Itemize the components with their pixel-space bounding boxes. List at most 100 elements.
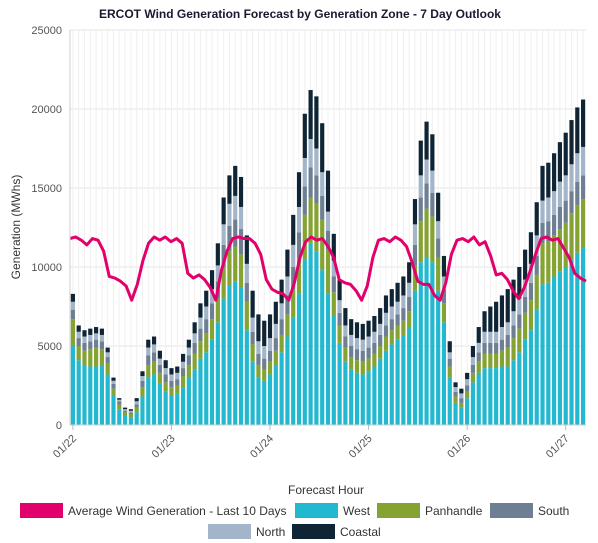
bar-segment-west <box>88 366 93 425</box>
bar-segment-coastal <box>581 99 586 147</box>
bar-segment-north <box>151 344 157 353</box>
legend-item[interactable]: West <box>295 503 371 518</box>
bar-segment-north <box>343 325 348 337</box>
bar-segment-west <box>238 287 244 425</box>
bar-segment-panhandle <box>296 257 302 294</box>
bar-segment-panhandle <box>349 357 354 370</box>
bar-segment-coastal <box>436 192 441 222</box>
bar-segment-coastal <box>76 325 81 332</box>
bar-segment-panhandle <box>331 292 336 316</box>
bar-segment-west <box>308 243 313 425</box>
bar-segment-panhandle <box>470 372 476 383</box>
bar-segment-south <box>453 391 458 397</box>
bar-segment-west <box>250 361 255 425</box>
bar-segment-west <box>528 330 534 425</box>
legend-swatch <box>295 503 338 518</box>
bar-segment-coastal <box>140 371 145 377</box>
bar-segment-coastal <box>233 165 238 196</box>
bar-segment-south <box>244 282 249 302</box>
bar-segment-coastal <box>99 328 104 335</box>
bar-segment-panhandle <box>88 349 93 367</box>
bar-segment-west <box>557 271 562 425</box>
bar-segment-south <box>383 325 389 337</box>
bar-segment-panhandle <box>140 387 145 397</box>
bar-segment-west <box>122 415 128 425</box>
bar-segment-north <box>279 303 284 320</box>
bar-segment-panhandle <box>418 221 423 263</box>
bar-segment-north <box>331 260 336 277</box>
bar-segment-south <box>349 346 354 358</box>
bar-segment-panhandle <box>360 361 365 375</box>
legend-label: Panhandle <box>425 504 483 518</box>
x-tick-label: 01/27 <box>544 433 572 461</box>
bar-segment-coastal <box>354 322 360 339</box>
bar-segment-north <box>308 139 313 168</box>
bar-segment-panhandle <box>482 353 487 369</box>
bar-segment-south <box>511 325 516 339</box>
bar-segment-panhandle <box>563 222 568 267</box>
bar-segment-coastal <box>511 279 516 312</box>
bar-segment-west <box>354 372 360 425</box>
bar-segment-north <box>407 282 412 298</box>
bar-segment-south <box>569 191 574 214</box>
bar-segment-coastal <box>447 341 452 353</box>
bar-segment-north <box>575 153 580 182</box>
bar-segment-coastal <box>105 347 110 353</box>
bar-segment-coastal <box>378 308 383 324</box>
bar-segment-west <box>325 293 331 425</box>
legend-item[interactable]: North <box>208 524 285 539</box>
bar-segment-coastal <box>337 279 342 301</box>
bar-segment-panhandle <box>505 347 510 367</box>
bar-segment-north <box>99 334 104 342</box>
bar-segment-panhandle <box>383 336 389 351</box>
bar-segment-south <box>151 352 157 362</box>
bar-segment-panhandle <box>175 385 180 394</box>
bar-segment-west <box>186 377 191 425</box>
bar-segment-panhandle <box>180 376 186 388</box>
bar-segment-south <box>256 353 261 365</box>
bar-segment-south <box>575 181 580 206</box>
legend-item[interactable]: Coastal <box>292 524 381 539</box>
bar-segment-west <box>569 259 574 425</box>
bar-segment-coastal <box>82 330 87 337</box>
bar-segment-panhandle <box>325 249 331 294</box>
bar-segment-west <box>546 282 551 425</box>
bar-segment-west <box>494 368 499 425</box>
bar-segment-coastal <box>256 314 261 342</box>
bar-segment-north <box>169 374 174 381</box>
legend-item[interactable]: South <box>490 503 569 518</box>
bar-segment-west <box>395 339 400 425</box>
bar-segment-coastal <box>366 320 371 337</box>
bar-segment-panhandle <box>70 319 75 346</box>
bar-segment-panhandle <box>192 353 197 370</box>
bar-segment-south <box>424 183 429 209</box>
bar-segment-north <box>557 181 562 207</box>
bar-segment-north <box>349 334 354 346</box>
bar-segment-coastal <box>465 372 470 380</box>
bar-segment-coastal <box>117 398 122 400</box>
bar-segment-west <box>99 364 104 425</box>
bar-segment-coastal <box>122 407 128 410</box>
average-line <box>69 235 587 302</box>
bar-segment-north <box>418 175 423 198</box>
bar-segment-south <box>436 238 441 258</box>
bar-segment-north <box>209 289 215 304</box>
bar-segment-north <box>314 148 319 176</box>
bar-segment-north <box>111 380 116 384</box>
bar-segment-coastal <box>552 153 557 192</box>
bar-segment-west <box>563 267 568 425</box>
bar-segment-west <box>465 398 470 425</box>
legend-item[interactable]: Panhandle <box>377 503 483 518</box>
bar-segment-south <box>517 314 522 329</box>
bar-segment-west <box>279 352 284 425</box>
bar-segment-west <box>488 368 493 425</box>
bar-segment-coastal <box>412 199 418 225</box>
bar-segment-south <box>186 355 191 365</box>
bar-segment-south <box>331 276 336 293</box>
bar-segment-north <box>378 323 383 335</box>
bar-segment-west <box>134 412 139 425</box>
bar-segment-north <box>546 197 551 222</box>
legend: Average Wind Generation - Last 10 Days We… <box>20 503 569 539</box>
legend-item[interactable]: Average Wind Generation - Last 10 Days <box>20 503 287 518</box>
bar-segment-panhandle <box>94 347 99 367</box>
